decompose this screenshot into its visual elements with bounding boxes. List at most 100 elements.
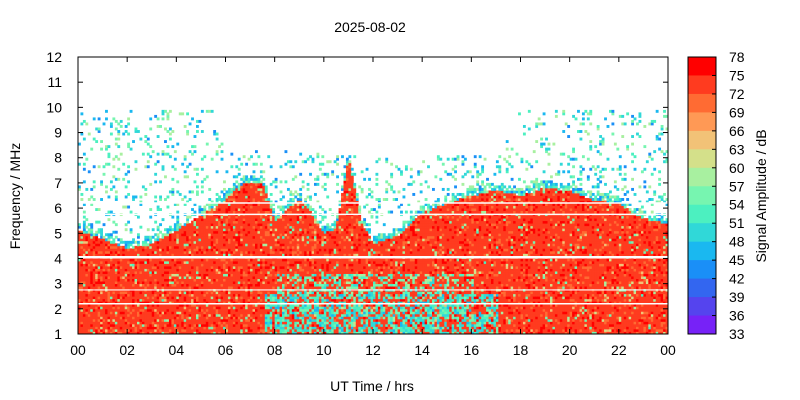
heatmap-cell xyxy=(117,137,121,141)
heatmap-cell xyxy=(257,253,261,257)
heatmap-cell xyxy=(257,316,261,320)
heatmap-cell xyxy=(294,313,298,317)
heatmap-cell xyxy=(149,301,153,305)
heatmap-cell xyxy=(301,323,305,327)
heatmap-cell xyxy=(208,228,212,232)
heatmap-cell xyxy=(252,200,256,204)
heatmap-cell xyxy=(235,200,239,204)
heatmap-cell xyxy=(141,250,145,254)
heatmap-cell xyxy=(85,311,89,315)
heatmap-cell xyxy=(97,250,101,254)
heatmap-cell xyxy=(286,298,290,302)
heatmap-cell xyxy=(230,293,234,297)
heatmap-cell xyxy=(139,286,143,290)
heatmap-cell xyxy=(230,195,234,199)
heatmap-cell xyxy=(269,298,273,302)
heatmap-cell xyxy=(240,328,244,332)
heatmap-cell xyxy=(255,268,258,272)
heatmap-cell xyxy=(100,182,103,186)
heatmap-cell xyxy=(176,308,180,312)
heatmap-cell xyxy=(168,230,172,234)
heatmap-cell xyxy=(134,273,138,277)
heatmap-cell xyxy=(181,301,185,305)
heatmap-cell xyxy=(146,238,150,242)
heatmap-cell xyxy=(193,308,197,312)
heatmap-cell xyxy=(309,235,312,239)
heatmap-cell xyxy=(309,253,312,257)
heatmap-cell xyxy=(124,245,128,249)
heatmap-cell xyxy=(282,248,285,252)
heatmap-cell xyxy=(159,208,162,212)
heatmap-cell xyxy=(80,273,84,277)
heatmap-cell xyxy=(250,298,253,302)
heatmap-cell xyxy=(247,182,251,186)
heatmap-cell xyxy=(294,306,298,310)
heatmap-cell xyxy=(269,276,273,279)
heatmap-cell xyxy=(154,321,158,325)
heatmap-cell xyxy=(247,278,251,282)
heatmap-cell xyxy=(114,253,118,257)
heatmap-cell xyxy=(82,276,86,279)
heatmap-cell xyxy=(274,258,278,262)
heatmap-cell xyxy=(215,253,219,257)
heatmap-cell xyxy=(230,271,234,274)
heatmap-cell xyxy=(274,308,278,312)
heatmap-cell xyxy=(240,318,244,322)
heatmap-cell xyxy=(181,321,185,325)
heatmap-cell xyxy=(282,323,285,327)
heatmap-cell xyxy=(156,253,160,257)
heatmap-cell xyxy=(245,281,249,285)
heatmap-cell xyxy=(304,240,308,244)
heatmap-cell xyxy=(223,301,226,305)
heatmap-cell xyxy=(304,268,308,272)
heatmap-cell xyxy=(80,318,84,322)
heatmap-cell xyxy=(282,205,285,209)
heatmap-cell xyxy=(257,177,261,181)
heatmap-cell xyxy=(198,210,202,214)
heatmap-cell xyxy=(296,258,300,262)
heatmap-cell xyxy=(245,328,249,332)
heatmap-cell xyxy=(95,266,99,269)
heatmap-cell xyxy=(237,172,241,176)
heatmap-cell xyxy=(154,298,158,302)
heatmap-cell xyxy=(301,276,305,279)
heatmap-cell xyxy=(296,296,300,300)
heatmap-cell xyxy=(259,293,263,297)
heatmap-cell xyxy=(146,235,150,239)
heatmap-cell xyxy=(296,245,300,249)
heatmap-cell xyxy=(235,293,239,297)
heatmap-cell xyxy=(97,293,101,297)
heatmap-cell xyxy=(144,306,148,310)
heatmap-cell xyxy=(186,281,190,285)
heatmap-cell xyxy=(279,165,283,169)
heatmap-cell xyxy=(203,318,207,322)
heatmap-cell xyxy=(232,238,236,242)
heatmap-cell xyxy=(230,192,234,196)
heatmap-cell xyxy=(127,308,131,312)
heatmap-cell xyxy=(203,218,207,222)
heatmap-cell xyxy=(299,235,303,239)
heatmap-cell xyxy=(119,240,123,244)
heatmap-cell xyxy=(105,303,108,307)
heatmap-cell xyxy=(247,286,251,290)
heatmap-cell xyxy=(156,306,160,310)
heatmap-cell xyxy=(156,323,160,327)
heatmap-cell xyxy=(144,165,148,169)
heatmap-cell xyxy=(240,248,244,252)
heatmap-cell xyxy=(105,253,108,257)
heatmap-cell xyxy=(112,283,116,287)
heatmap-cell xyxy=(95,260,99,264)
heatmap-cell xyxy=(242,258,246,262)
heatmap-cell xyxy=(274,177,278,181)
heatmap-cell xyxy=(85,243,89,247)
heatmap-cell xyxy=(95,271,99,274)
heatmap-cell xyxy=(124,291,128,295)
heatmap-cell xyxy=(82,266,86,269)
heatmap-cell xyxy=(78,225,81,229)
heatmap-cell xyxy=(284,150,288,154)
heatmap-cell xyxy=(90,301,94,305)
heatmap-cell xyxy=(259,303,263,307)
heatmap-cell xyxy=(132,198,135,201)
heatmap-cell xyxy=(232,250,236,254)
heatmap-cell xyxy=(314,318,317,322)
